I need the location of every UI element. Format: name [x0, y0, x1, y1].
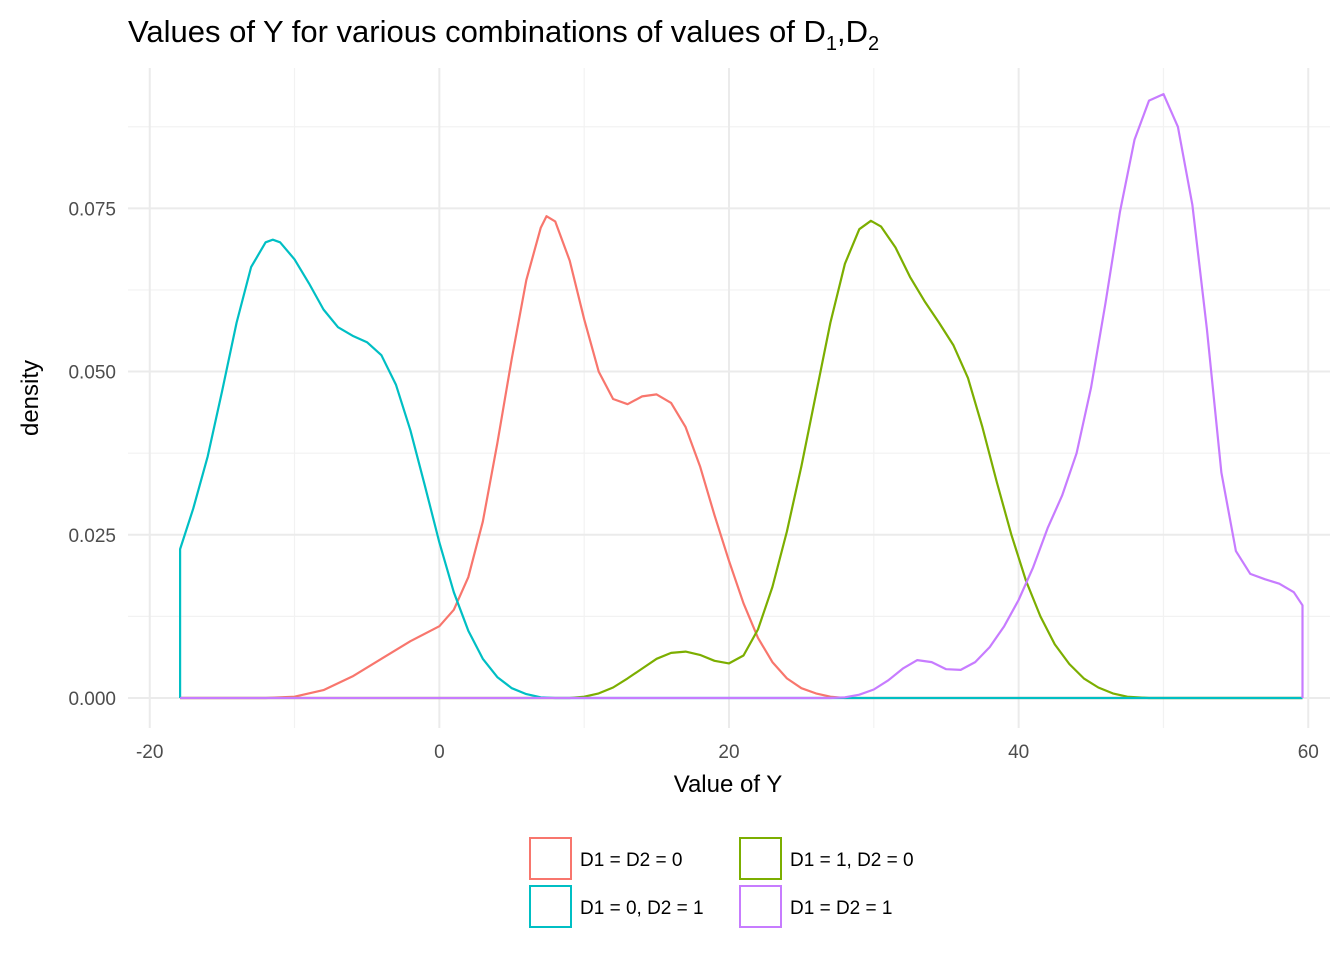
legend-item: D1 = D2 = 1: [739, 885, 892, 928]
legend-key: [529, 837, 572, 880]
y-tick-label: 0.025: [68, 526, 116, 547]
y-axis-ticks: 0.000 0.025 0.050 0.075: [68, 199, 116, 710]
legend-label: D1 = 1, D2 = 0: [790, 850, 914, 871]
series-line-3: [179, 238, 1303, 700]
series-line-1: [180, 215, 1303, 700]
legend-item: D1 = 0, D2 = 1: [529, 885, 704, 928]
legend-label: D1 = 0, D2 = 1: [580, 898, 704, 919]
chart-title: Values of Y for various combinations of …: [128, 14, 879, 55]
legend-key: [529, 885, 572, 928]
chart-title-separator: ,D: [837, 14, 868, 49]
y-tick-label: 0.075: [68, 199, 116, 220]
legend-item: D1 = 1, D2 = 0: [739, 837, 914, 880]
legend-key: [739, 885, 782, 928]
y-axis-title: density: [17, 360, 44, 436]
density-curves: [179, 93, 1304, 700]
x-axis-ticks: -20 0 20 40 60: [136, 742, 1319, 763]
x-tick-label: 0: [434, 742, 445, 763]
plot-grid: [128, 68, 1330, 728]
legend-label: D1 = D2 = 1: [790, 898, 892, 919]
y-tick-label: 0.050: [68, 363, 116, 384]
x-tick-label: 20: [718, 742, 739, 763]
x-tick-label: -20: [136, 742, 163, 763]
legend-item: D1 = D2 = 0: [529, 837, 682, 880]
legend-label: D1 = D2 = 0: [580, 850, 682, 871]
chart-title-main: Values of Y for various combinations of …: [128, 14, 826, 49]
chart-title-subscript-2: 2: [868, 33, 879, 55]
legend-key: [739, 837, 782, 880]
x-tick-label: 40: [1008, 742, 1029, 763]
legend: D1 = D2 = 0 D1 = 0, D2 = 1 D1 = 1, D2 = 0 D…: [529, 837, 914, 928]
x-tick-label: 60: [1298, 742, 1319, 763]
y-tick-label: 0.000: [68, 689, 116, 710]
series-line-2: [180, 219, 1303, 700]
chart-title-subscript-1: 1: [826, 33, 837, 55]
series-line-4: [180, 93, 1304, 700]
x-axis-title: Value of Y: [674, 771, 783, 798]
